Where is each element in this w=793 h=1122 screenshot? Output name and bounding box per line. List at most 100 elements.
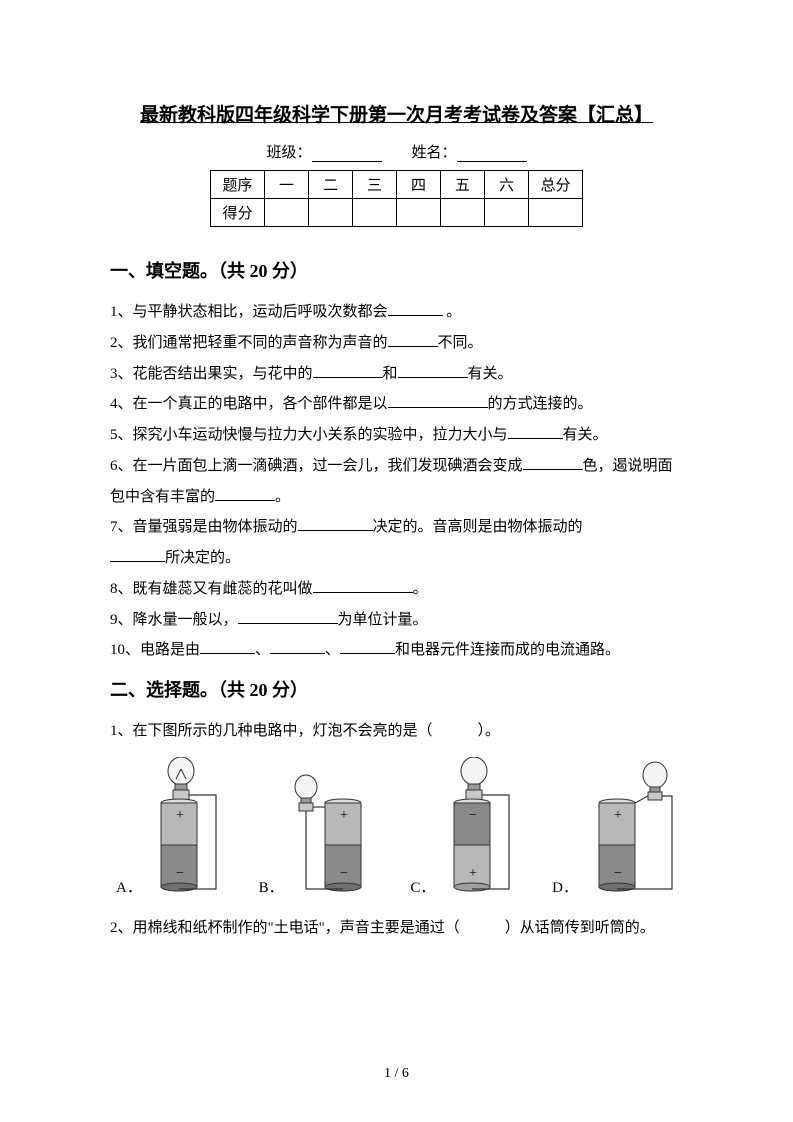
q1-blank[interactable] — [388, 301, 443, 316]
circuit-diagram-row: A． + − B． + − — [110, 757, 683, 897]
section-2-heading: 二、选择题。（共 20 分） — [110, 676, 683, 702]
svg-text:+: + — [340, 808, 348, 823]
svg-text:−: − — [469, 808, 477, 823]
q10-text-b: 、 — [255, 642, 270, 658]
q10-text-a: 10、电路是由 — [110, 642, 200, 658]
q2-text-b: 不同。 — [438, 335, 483, 351]
svg-text:+: + — [614, 808, 622, 823]
q10-blank-2[interactable] — [270, 639, 325, 654]
circuit-d-svg: + − — [582, 757, 677, 897]
q1-7: 7、音量强弱是由物体振动的 决定的。音高则是由物体振动的所决定的。 — [110, 512, 683, 574]
q1-1: 1、与平静状态相比，运动后呼吸次数都会 。 — [110, 297, 683, 328]
q1-2: 2、我们通常把轻重不同的声音称为声音的 不同。 — [110, 328, 683, 359]
q1-3: 3、花能否结出果实，与花中的 和 有关。 — [110, 359, 683, 390]
q10-text-c: 、 — [325, 642, 340, 658]
q3-text-a: 3、花能否结出果实，与花中的 — [110, 366, 313, 382]
q10-text-d: 和电器元件连接而成的电流通路。 — [395, 642, 620, 658]
th-2: 二 — [309, 171, 353, 199]
q4-blank[interactable] — [388, 393, 488, 408]
q6-blank-2[interactable] — [215, 486, 275, 501]
q8-text-b: 。 — [413, 581, 428, 597]
circuit-d: D． + − — [552, 757, 677, 897]
q2-text-a: 2、我们通常把轻重不同的声音称为声音的 — [110, 335, 388, 351]
q9-text-b: 为单位计量。 — [338, 612, 428, 628]
q7-text-b: 决定的。音高则是由物体振动的 — [373, 519, 583, 535]
q7-text-a: 7、音量强弱是由物体振动的 — [110, 519, 298, 535]
svg-text:−: − — [614, 866, 622, 881]
score-cell-2[interactable] — [309, 199, 353, 227]
q10-blank-1[interactable] — [200, 639, 255, 654]
q10-blank-3[interactable] — [340, 639, 395, 654]
svg-text:+: + — [176, 808, 184, 823]
label-a: A． — [116, 876, 142, 897]
q4-text-b: 的方式连接的。 — [488, 396, 593, 412]
th-1: 一 — [265, 171, 309, 199]
score-cell-6[interactable] — [485, 199, 529, 227]
q9-text-a: 9、降水量一般以， — [110, 612, 238, 628]
circuit-b: B． + − — [259, 757, 383, 897]
q1-9: 9、降水量一般以， 为单位计量。 — [110, 605, 683, 636]
th-4: 四 — [397, 171, 441, 199]
name-label: 姓名： — [412, 145, 457, 161]
q5-text-a: 5、探究小车运动快慢与拉力大小关系的实验中，拉力大小与 — [110, 427, 508, 443]
q6-text-c: 。 — [275, 489, 290, 505]
section-1-heading: 一、填空题。（共 20 分） — [110, 257, 683, 283]
th-total: 总分 — [529, 171, 583, 199]
score-cell-5[interactable] — [441, 199, 485, 227]
score-table: 题序 一 二 三 四 五 六 总分 得分 — [210, 170, 583, 227]
th-3: 三 — [353, 171, 397, 199]
q2-1: 1、在下图所示的几种电路中，灯泡不会亮的是（ ）。 — [110, 716, 683, 747]
q5-blank[interactable] — [508, 424, 563, 439]
score-value-row: 得分 — [211, 199, 583, 227]
score-cell-1[interactable] — [265, 199, 309, 227]
q7-blank-2[interactable] — [110, 547, 165, 562]
th-5: 五 — [441, 171, 485, 199]
circuit-c-svg: − + — [439, 757, 524, 897]
score-cell-4[interactable] — [397, 199, 441, 227]
q1-10: 10、电路是由 、 、 和电器元件连接而成的电流通路。 — [110, 635, 683, 666]
q1-text-a: 1、与平静状态相比，运动后呼吸次数都会 — [110, 304, 388, 320]
q3-blank-2[interactable] — [398, 363, 468, 378]
score-cell-total[interactable] — [529, 199, 583, 227]
circuit-a: A． + − — [116, 757, 231, 897]
svg-text:−: − — [340, 866, 348, 881]
class-blank[interactable] — [312, 146, 382, 162]
q8-blank[interactable] — [313, 578, 413, 593]
circuit-b-svg: + − — [288, 757, 383, 897]
label-b: B． — [259, 876, 284, 897]
q5-text-b: 有关。 — [563, 427, 608, 443]
score-header-row: 题序 一 二 三 四 五 六 总分 — [211, 171, 583, 199]
page-title: 最新教科版四年级科学下册第一次月考考试卷及答案【汇总】 — [110, 100, 683, 127]
th-seq: 题序 — [211, 171, 265, 199]
name-blank[interactable] — [457, 146, 527, 162]
label-c: C． — [410, 876, 435, 897]
q4-text-a: 4、在一个真正的电路中，各个部件都是以 — [110, 396, 388, 412]
class-label: 班级： — [266, 145, 311, 161]
q2-2: 2、用棉线和纸杯制作的"土电话"，声音主要是通过（ ）从话筒传到听筒的。 — [110, 913, 683, 944]
q9-blank[interactable] — [238, 609, 338, 624]
circuit-a-svg: + − — [146, 757, 231, 897]
label-d: D． — [552, 876, 578, 897]
td-score-label: 得分 — [211, 199, 265, 227]
score-cell-3[interactable] — [353, 199, 397, 227]
student-info: 班级： 姓名： — [110, 141, 683, 162]
q8-text-a: 8、既有雄蕊又有雌蕊的花叫做 — [110, 581, 313, 597]
q1-6: 6、在一片面包上滴一滴碘酒，过一会儿，我们发现碘酒会变成色，遏说明面包中含有丰富… — [110, 451, 683, 513]
q6-blank-1[interactable] — [523, 455, 583, 470]
svg-text:+: + — [469, 866, 477, 881]
circuit-c: C． − + — [410, 757, 524, 897]
q6-text-a: 6、在一片面包上滴一滴碘酒，过一会儿，我们发现碘酒会变成 — [110, 458, 523, 474]
q1-8: 8、既有雄蕊又有雌蕊的花叫做 。 — [110, 574, 683, 605]
q3-text-c: 有关。 — [468, 366, 513, 382]
q1-5: 5、探究小车运动快慢与拉力大小关系的实验中，拉力大小与 有关。 — [110, 420, 683, 451]
svg-text:−: − — [176, 866, 184, 881]
page-number: 1 / 6 — [0, 1066, 793, 1082]
th-6: 六 — [485, 171, 529, 199]
q7-text-c: 所决定的。 — [165, 550, 240, 566]
q7-blank-1[interactable] — [298, 516, 373, 531]
q3-text-b: 和 — [383, 366, 398, 382]
q3-blank-1[interactable] — [313, 363, 383, 378]
q2-blank[interactable] — [388, 332, 438, 347]
q1-4: 4、在一个真正的电路中，各个部件都是以 的方式连接的。 — [110, 389, 683, 420]
q1-text-b: 。 — [443, 304, 462, 320]
